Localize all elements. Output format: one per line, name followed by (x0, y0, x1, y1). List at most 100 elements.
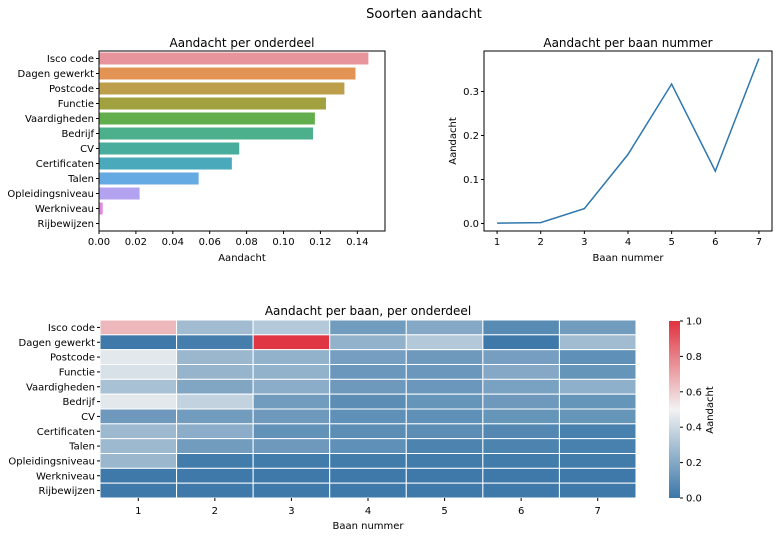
heatmap-row-label: Bedrijf (62, 397, 95, 408)
heatmap-cell-functie-5 (405, 364, 484, 380)
heatmap-cell-dagen-gewerkt-7 (558, 334, 637, 351)
heatmap-cell-werkniveau-5 (405, 467, 484, 484)
heatmap-cell-rijbewijzen-3 (252, 482, 331, 499)
heatmap-cell-opleidingsniveau-2 (176, 453, 254, 469)
heatmap-cell-opleidingsniveau-7 (558, 453, 637, 469)
heatmap-cell-isco-code-5 (405, 319, 484, 336)
heatmap-cell-functie-2 (176, 364, 254, 380)
line-chart-x-ticks: 1 2 3 4 5 6 7 (494, 231, 762, 248)
line-chart-x-label: Baan nummer (592, 253, 664, 264)
bar-werkniveau (99, 202, 103, 215)
heatmap-cell-bedrijf-5 (405, 393, 484, 410)
heatmap-cell-vaardigheden-1 (99, 378, 178, 395)
heatmap-cell-werkniveau-7 (558, 467, 637, 484)
heatmap-row-label: Isco code (48, 323, 95, 334)
heatmap-cell-functie-1 (99, 364, 178, 380)
heatmap-cell-vaardigheden-5 (405, 378, 484, 395)
heatmap-cell-talen-2 (176, 438, 254, 454)
line-chart-x-tick-label: 1 (494, 237, 500, 248)
bar-chart-x-ticks: 0.00 0.02 0.04 0.06 0.08 0.10 0.12 0.14 (88, 231, 368, 248)
heatmap-cell-isco-code-3 (252, 319, 331, 336)
heatmap-row-label: Werkniveau (36, 471, 95, 482)
line-chart-y-tick-label: 0.1 (463, 175, 479, 186)
heatmap-cell-cv-4 (329, 408, 407, 425)
heatmap-cell-rijbewijzen-2 (176, 482, 254, 499)
bar-cv (99, 142, 240, 155)
heatmap-cell-werkniveau-4 (329, 467, 407, 484)
heatmap-column-labels: 1 2 3 4 5 6 7 (135, 498, 601, 517)
bar-chart-panel: Aandacht per onderdeel 0.00 0.02 0.04 0.06 0… (7, 36, 386, 264)
heatmap-column-label: 6 (518, 506, 524, 517)
heatmap-cells (99, 319, 637, 499)
heatmap-cell-talen-6 (482, 438, 560, 454)
heatmap-row-label: Rijbewijzen (39, 486, 95, 497)
heatmap-cell-postcode-7 (558, 349, 637, 365)
heatmap-row-label: Postcode (50, 353, 95, 364)
heatmap-cell-vaardigheden-6 (482, 378, 560, 395)
bar-chart-x-tick-label: 0.14 (346, 237, 368, 248)
bar-chart-category-label: Opleidingsniveau (7, 189, 94, 200)
heatmap-cell-postcode-2 (176, 349, 254, 365)
bar-chart-category-label: CV (80, 144, 94, 155)
line-chart-series (497, 58, 760, 224)
heatmap-cell-bedrijf-7 (558, 393, 637, 410)
heatmap-cell-certificaten-4 (329, 423, 407, 440)
heatmap-row-label: Dagen gewerkt (19, 338, 96, 349)
bar-chart-bars (99, 52, 369, 215)
heatmap-cell-bedrijf-2 (176, 393, 254, 410)
heatmap-cell-werkniveau-6 (482, 467, 560, 484)
heatmap-row-label: Talen (68, 442, 95, 453)
heatmap-cell-dagen-gewerkt-3 (252, 334, 331, 351)
heatmap-cell-opleidingsniveau-1 (99, 453, 178, 469)
heatmap-cell-vaardigheden-7 (558, 378, 637, 395)
colorbar-tick-label: 1.0 (686, 317, 702, 328)
heatmap-cell-bedrijf-1 (99, 393, 178, 410)
heatmap-cell-vaardigheden-2 (176, 378, 254, 395)
heatmap-cell-dagen-gewerkt-5 (405, 334, 484, 351)
heatmap-panel: Aandacht per baan, per onderdeel Isco co… (8, 304, 637, 532)
line-chart-y-tick-label: 0.3 (463, 87, 479, 98)
bar-chart-category-label: Certificaten (36, 159, 94, 170)
heatmap-cell-functie-6 (482, 364, 560, 380)
heatmap-cell-isco-code-6 (482, 319, 560, 336)
line-chart-x-tick-label: 3 (581, 237, 587, 248)
bar-chart-category-label: Isco code (47, 54, 94, 65)
heatmap-cell-cv-2 (176, 408, 254, 425)
heatmap-cell-talen-3 (252, 438, 331, 454)
colorbar-tick-label: 0.8 (686, 352, 702, 363)
bar-chart-x-tick-label: 0.06 (199, 237, 221, 248)
line-chart-y-tick-label: 0.0 (463, 219, 479, 230)
bar-chart-category-label: Rijbewijzen (38, 219, 94, 230)
heatmap-cell-werkniveau-1 (99, 467, 178, 484)
heatmap-cell-werkniveau-3 (252, 467, 331, 484)
line-chart-y-label: Aandacht (448, 117, 459, 165)
bar-chart-category-labels: Isco code Dagen gewerkt Postcode Functie Vaa… (7, 54, 99, 230)
colorbar-gradient (669, 321, 680, 498)
line-chart-y-tick-label: 0.2 (463, 131, 479, 142)
heatmap-cell-certificaten-5 (405, 423, 484, 440)
bar-chart-title: Aandacht per onderdeel (170, 36, 315, 50)
bar-dagen-gewerkt (99, 67, 356, 80)
heatmap-cell-opleidingsniveau-5 (405, 453, 484, 469)
heatmap-cell-opleidingsniveau-4 (329, 453, 407, 469)
heatmap-cell-rijbewijzen-1 (99, 482, 178, 499)
bar-bedrijf (99, 127, 314, 140)
line-chart-title: Aandacht per baan nummer (543, 36, 712, 50)
bar-chart-frame (98, 50, 386, 232)
heatmap-column-label: 1 (135, 506, 141, 517)
heatmap-cell-isco-code-7 (558, 319, 637, 336)
heatmap-cell-dagen-gewerkt-1 (99, 334, 178, 351)
heatmap-cell-postcode-3 (252, 349, 331, 365)
heatmap-row-label: CV (81, 412, 95, 423)
line-chart-x-tick-label: 4 (625, 237, 631, 248)
heatmap-cell-postcode-1 (99, 349, 178, 365)
heatmap-column-label: 5 (441, 506, 447, 517)
bar-vaardigheden (99, 112, 315, 125)
figure-title: Soorten aandacht (366, 7, 482, 22)
colorbar-tick-label: 0.6 (686, 387, 702, 398)
heatmap-cell-talen-5 (405, 438, 484, 454)
colorbar-ticks: 0.0 0.2 0.4 0.6 0.8 1.0 (680, 317, 702, 505)
bar-chart-x-tick-label: 0.04 (162, 237, 184, 248)
bar-chart-x-label: Aandacht (218, 253, 266, 264)
heatmap-column-label: 4 (365, 506, 371, 517)
